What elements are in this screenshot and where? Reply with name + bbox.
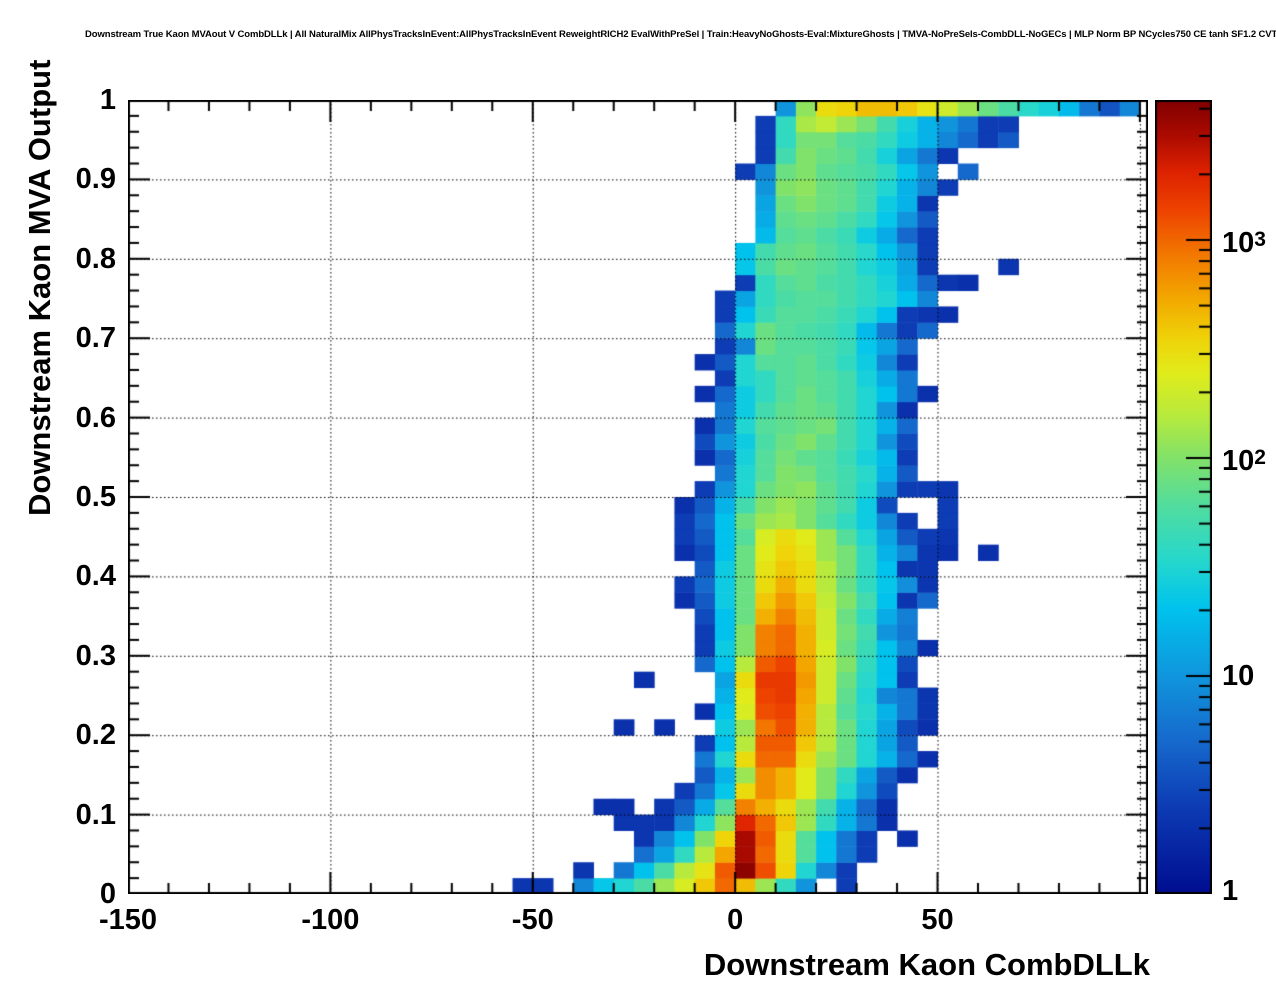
heatmap-canvas [128,100,1148,894]
x-tick-label: -50 [511,904,554,936]
colorbar-tick-label: 1 [1222,875,1239,907]
y-tick-label: 0.6 [75,401,116,434]
y-tick-label: 0.9 [75,163,116,196]
x-tick-label: 0 [727,904,744,936]
y-tick-label: 0.7 [75,322,116,355]
colorbar-tick-label: 10 [1222,659,1255,692]
colorbar-canvas [1155,100,1212,894]
y-tick-label: 0.2 [75,719,116,752]
y-tick-label: 1 [99,84,116,116]
y-tick-label: 0.1 [75,798,116,831]
y-tick-label: 0 [99,878,116,910]
y-tick-label: 0.5 [75,481,116,513]
plot-title: Downstream True Kaon MVAout V CombDLLk |… [85,29,1276,40]
x-tick-label: 50 [921,904,954,936]
y-axis-title: Downstream Kaon MVA Output [22,59,57,516]
y-tick-label: 0.4 [75,560,116,593]
x-axis-title: Downstream Kaon CombDLLk [703,947,1150,982]
x-tick-label: -150 [98,904,158,936]
x-tick-label: -100 [301,904,360,936]
y-tick-label: 0.3 [75,639,116,672]
colorbar-tick-label: 102 [1222,444,1266,477]
colorbar-tick-label: 103 [1222,226,1266,259]
y-tick-label: 0.8 [75,242,116,275]
